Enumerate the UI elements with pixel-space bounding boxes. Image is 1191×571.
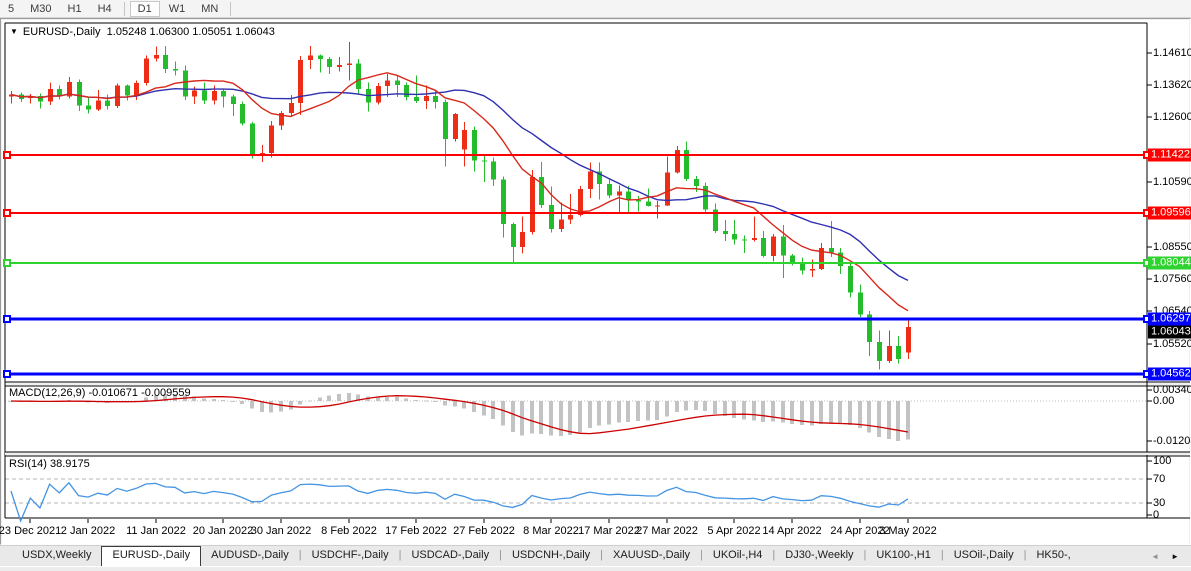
tab-uk100h1[interactable]: UK100-,H1 bbox=[876, 549, 931, 561]
tab-separator: | bbox=[700, 549, 703, 561]
hline-1.06297[interactable] bbox=[3, 315, 1151, 323]
chart-window: ▼ EURUSD-,Daily 1.05248 1.06300 1.05051 1… bbox=[0, 18, 1191, 545]
tab-separator: | bbox=[600, 549, 604, 561]
timeframe-button-5[interactable]: 5 bbox=[8, 2, 15, 15]
price-tag-1.04562[interactable]: 1.04562 bbox=[1148, 367, 1191, 381]
timeframe-button-m30[interactable]: M30 bbox=[30, 2, 52, 15]
timeframe-button-d1[interactable]: D1 bbox=[129, 0, 160, 17]
tab-audusddaily[interactable]: AUDUSD-,Daily bbox=[211, 549, 289, 561]
tab-scroll-left-icon[interactable]: ◄ bbox=[1151, 551, 1160, 561]
rsi-line bbox=[10, 481, 909, 523]
timeframe-button-h1[interactable]: H1 bbox=[67, 2, 82, 15]
tab-scroll-arrows: ◄ ► bbox=[1145, 546, 1191, 566]
symbol-dropdown-caret[interactable]: ▼ bbox=[10, 27, 18, 36]
chart-title: ▼ EURUSD-,Daily 1.05248 1.06300 1.05051 1… bbox=[10, 26, 275, 38]
status-strip bbox=[0, 566, 1191, 571]
tab-eurusddaily[interactable]: EURUSD-,Daily bbox=[101, 546, 202, 566]
timeframe-button-h4[interactable]: H4 bbox=[97, 2, 112, 15]
price-tag-1.11422[interactable]: 1.11422 bbox=[1148, 148, 1191, 162]
candles bbox=[9, 42, 911, 370]
tab-ukoilh4[interactable]: UKOil-,H4 bbox=[712, 549, 763, 561]
tab-dj30weekly[interactable]: DJ30-,Weekly bbox=[785, 549, 854, 561]
tab-separator: | bbox=[940, 549, 944, 561]
hline-1.04562[interactable] bbox=[3, 370, 1151, 378]
tab-separator: | bbox=[398, 549, 402, 561]
price-tag-1.08044[interactable]: 1.08044 bbox=[1148, 256, 1191, 270]
tab-separator: | bbox=[1023, 549, 1027, 561]
tab-separator: | bbox=[499, 549, 502, 561]
tab-usdxweekly[interactable]: USDX,Weekly bbox=[22, 549, 92, 561]
symbol-tab-bar: USDX,Weekly EURUSD-,Daily AUDUSD-,Daily | US… bbox=[0, 545, 1191, 566]
tab-bar-spacer bbox=[0, 546, 12, 566]
timeframe-toolbar: 5 M30 H1 H4 D1 W1 MN bbox=[0, 0, 1191, 18]
chart-title-symbol: EURUSD-,Daily bbox=[22, 26, 101, 38]
tab-scroll-right-icon[interactable]: ► bbox=[1171, 551, 1179, 561]
toolbar-separator bbox=[230, 1, 232, 16]
tab-usdcaddaily[interactable]: USDCAD-,Daily bbox=[411, 549, 490, 561]
price-tag-1.06297[interactable]: 1.06297 bbox=[1148, 312, 1191, 326]
timeframe-button-w1[interactable]: W1 bbox=[168, 2, 186, 15]
timeframe-button-mn[interactable]: MN bbox=[201, 2, 219, 15]
tab-separator: | bbox=[863, 549, 867, 561]
macd-signal-line bbox=[10, 395, 909, 435]
macd-histogram bbox=[9, 392, 910, 442]
price-tag-1.09596[interactable]: 1.09596 bbox=[1148, 206, 1191, 220]
toolbar-separator bbox=[123, 1, 125, 16]
tab-separator: | bbox=[298, 549, 302, 561]
chart-title-ohlc: 1.05248 1.06300 1.05051 1.06043 bbox=[106, 26, 275, 38]
tab-xauusddaily[interactable]: XAUUSD-,Daily bbox=[613, 549, 691, 561]
tab-usdcnhdaily[interactable]: USDCNH-,Daily bbox=[511, 549, 591, 561]
tab-usdchfdaily[interactable]: USDCHF-,Daily bbox=[311, 549, 389, 561]
price-chart-canvas bbox=[2, 20, 1190, 544]
tab-hk50[interactable]: HK50-, bbox=[1036, 549, 1071, 561]
slow-ma-line bbox=[10, 87, 909, 282]
tab-usoildaily[interactable]: USOil-,Daily bbox=[953, 549, 1014, 561]
current-price-tag: 1.06043 bbox=[1148, 325, 1191, 339]
tab-separator: | bbox=[772, 549, 776, 561]
